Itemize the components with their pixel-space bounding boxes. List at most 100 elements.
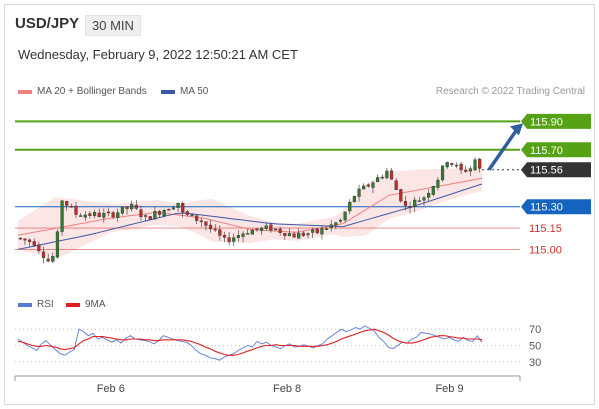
candle-body	[459, 163, 463, 171]
candle-body	[329, 224, 333, 228]
candle-66	[320, 225, 324, 240]
candle-body	[394, 180, 398, 190]
candle-body	[232, 237, 236, 242]
candle-81	[389, 167, 394, 180]
candle-body	[362, 185, 366, 190]
candle-body	[199, 220, 203, 223]
candle-4	[32, 238, 36, 247]
candle-23	[120, 206, 124, 216]
candle-body	[88, 213, 92, 216]
candle-body	[46, 258, 50, 262]
candle-body	[134, 204, 138, 209]
level-label-115.00: 115.00	[529, 244, 562, 256]
candle-body	[37, 244, 41, 252]
candle-body	[366, 184, 370, 187]
datetime-label: Wednesday, February 9, 2022 12:50:21 AM …	[18, 47, 298, 62]
candle-93	[445, 161, 449, 169]
candle-83	[399, 188, 403, 203]
level-tag-115.90	[521, 113, 591, 129]
rsi-tick-30: 30	[529, 357, 541, 369]
candle-body	[357, 188, 361, 197]
candle-body	[273, 228, 278, 231]
candle-7	[46, 253, 50, 263]
forecast-arrow-shaft	[487, 128, 519, 171]
candle-body	[116, 212, 120, 218]
candle-72	[348, 199, 352, 215]
candle-82	[394, 178, 398, 190]
candle-50	[246, 229, 250, 235]
candle-58	[283, 232, 287, 240]
candle-70	[338, 218, 343, 224]
candle-body	[83, 214, 87, 218]
candle-body	[385, 170, 389, 179]
candle-body	[144, 215, 148, 217]
candle-41	[204, 221, 208, 231]
candle-body	[292, 233, 296, 238]
candle-body	[18, 237, 22, 240]
candle-12	[69, 203, 73, 208]
legend-ma20: MA 20 + Bollinger Bands	[18, 86, 147, 97]
candle-40	[199, 217, 203, 227]
candle-76	[366, 183, 370, 188]
candle-6	[41, 246, 46, 264]
candle-body	[422, 197, 426, 201]
candle-body	[417, 200, 421, 202]
credit-label: Research © 2022 Trading Central	[435, 86, 585, 97]
candle-body	[352, 195, 356, 203]
candle-28	[144, 214, 148, 222]
candle-24	[125, 206, 129, 215]
candle-body	[41, 251, 46, 259]
candle-33	[167, 208, 171, 211]
rsi-layer: 70 50 30	[15, 324, 541, 369]
candle-body	[413, 199, 417, 207]
level-label-115.15: 115.15	[529, 223, 562, 235]
timeframe-badge[interactable]: 30 MIN	[85, 15, 141, 36]
candle-11	[65, 200, 69, 211]
candle-87	[417, 197, 421, 202]
candle-42	[208, 219, 213, 233]
candle-55	[269, 222, 273, 233]
candle-60	[292, 231, 296, 238]
rsi-tick-70: 70	[529, 324, 541, 336]
legend-ma50-label: MA 50	[180, 86, 209, 97]
candle-body	[376, 177, 380, 183]
candle-16	[88, 211, 92, 219]
candle-100	[478, 157, 482, 173]
candle-86	[413, 196, 417, 212]
candle-body	[213, 228, 217, 231]
candle-51	[250, 228, 254, 235]
candle-body	[255, 228, 259, 231]
candle-body	[218, 229, 222, 236]
candle-30	[153, 206, 157, 220]
candle-52	[255, 228, 259, 232]
candle-body	[246, 233, 250, 235]
ma20-swatch	[18, 89, 32, 94]
ma50-line	[17, 183, 483, 250]
candle-body	[153, 211, 157, 220]
rsi-tick-50: 50	[529, 341, 541, 353]
candle-body	[348, 201, 352, 212]
candle-47	[232, 233, 236, 246]
candle-15	[83, 211, 87, 221]
candle-45	[222, 231, 227, 243]
candle-37	[185, 210, 189, 217]
candle-body	[157, 211, 162, 215]
candle-body	[431, 186, 435, 195]
candle-32	[162, 208, 166, 218]
candle-body	[65, 201, 69, 206]
level-label-115.70: 115.70	[530, 145, 563, 157]
candles-layer	[18, 123, 523, 264]
candle-79	[380, 174, 384, 180]
candle-body	[264, 225, 268, 229]
candle-71	[343, 211, 347, 223]
candle-31	[157, 209, 162, 218]
candle-body	[250, 229, 254, 235]
candle-body	[399, 189, 403, 202]
candle-body	[320, 228, 324, 235]
candle-body	[55, 231, 60, 258]
candle-body	[60, 200, 64, 232]
candle-19	[102, 208, 106, 223]
candle-body	[106, 211, 111, 214]
candle-body	[130, 203, 134, 210]
candle-body	[236, 235, 240, 238]
